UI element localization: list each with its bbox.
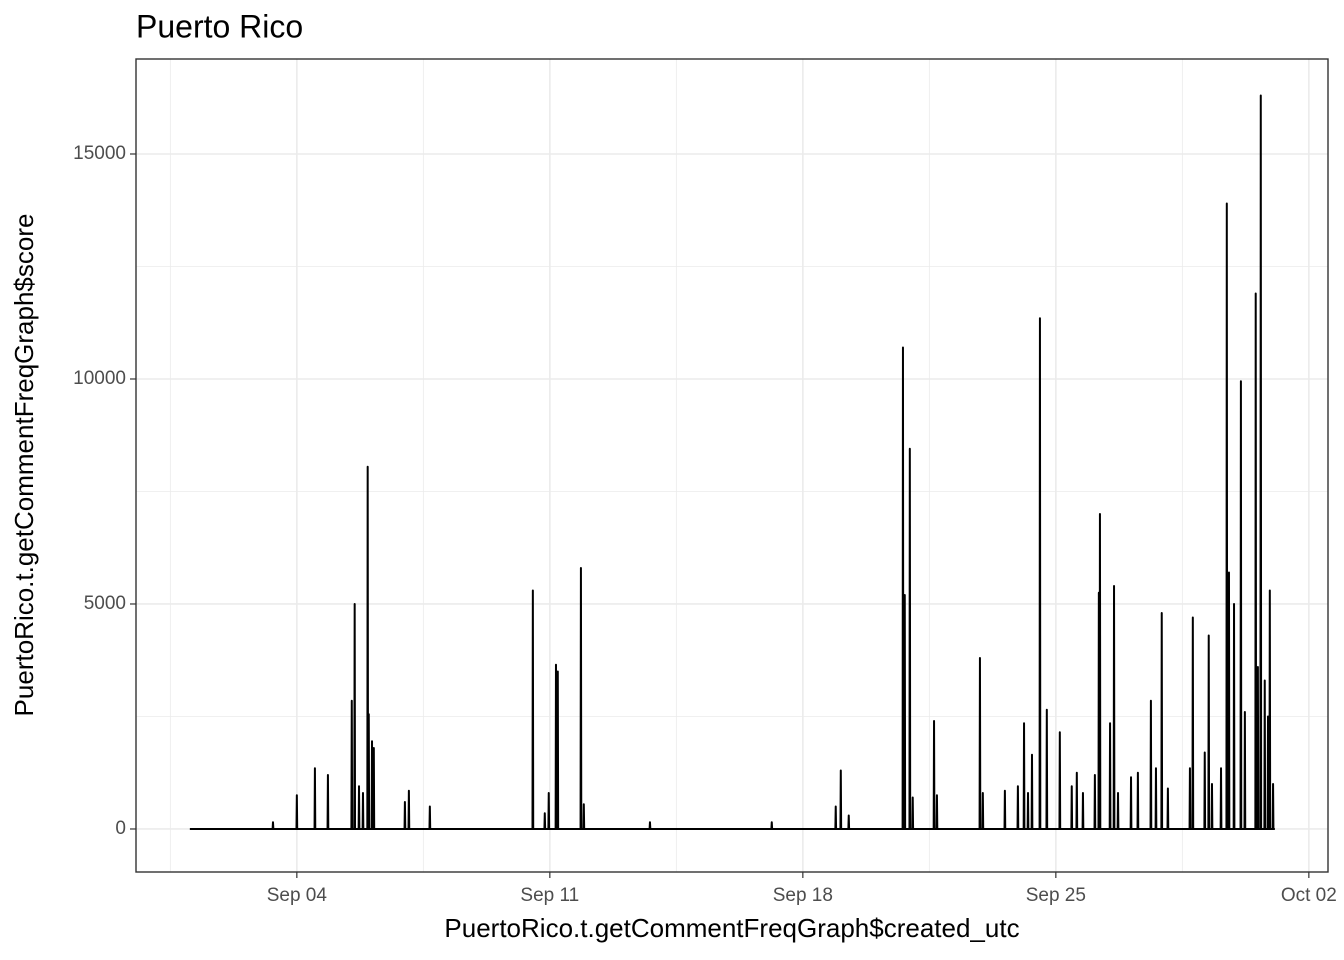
data-line: [189, 94, 1275, 830]
chart-title: Puerto Rico: [136, 8, 303, 44]
x-axis-title: PuertoRico.t.getCommentFreqGraph$created…: [444, 913, 1019, 943]
y-tick-label: 0: [115, 818, 126, 839]
x-tick-label: Sep 25: [1026, 885, 1086, 906]
y-axis-title: PuertoRico.t.getCommentFreqGraph$score: [9, 214, 39, 717]
x-tick-label: Sep 11: [520, 885, 579, 906]
y-tick-label: 5000: [84, 593, 126, 614]
y-tick-label: 10000: [73, 368, 126, 389]
x-tick-label: Sep 18: [773, 885, 833, 906]
y-tick-label: 15000: [73, 143, 126, 164]
panel-border: [135, 58, 1329, 873]
x-tick-label: Oct 02: [1281, 885, 1337, 906]
x-tick-label: Sep 04: [267, 885, 328, 906]
